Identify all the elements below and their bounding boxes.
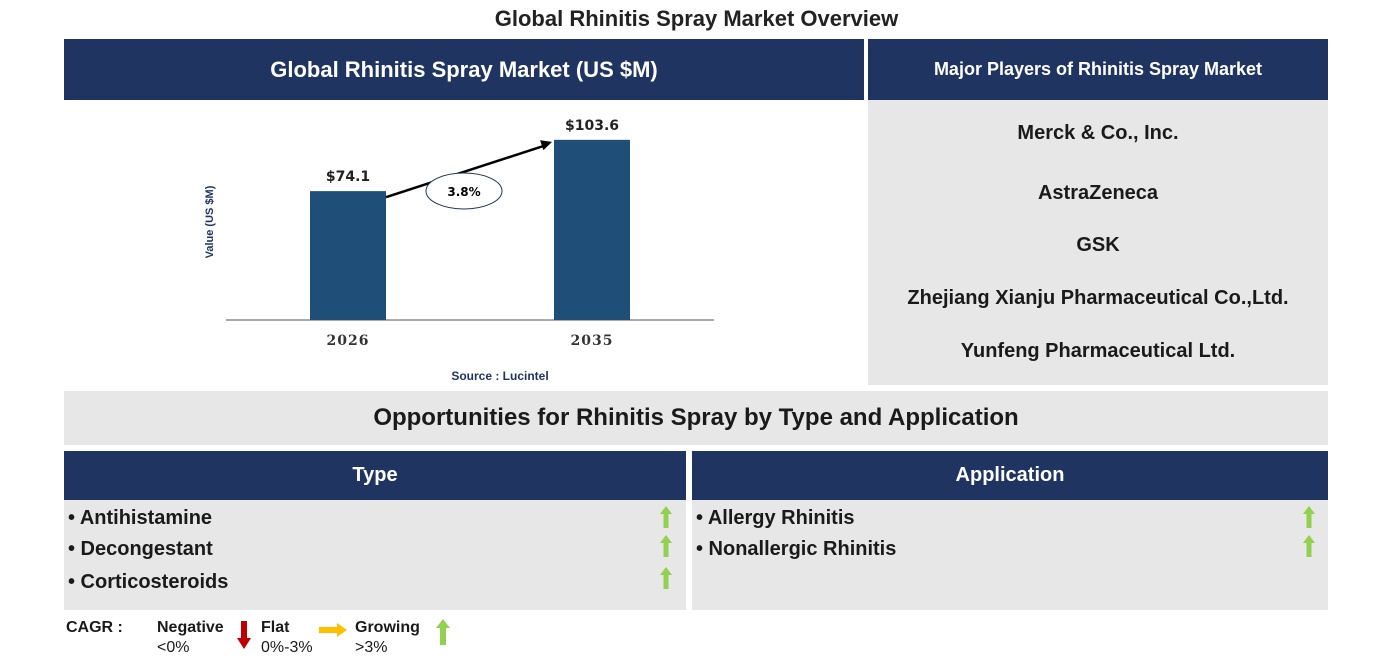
negative-arrow-icon xyxy=(237,621,251,649)
chart-svg: Value (US $M) $74.1 2026 $103.6 2035 3.8% xyxy=(204,118,714,349)
list-item: • Corticosteroids xyxy=(68,571,229,593)
cagr-label: 3.8% xyxy=(447,185,480,199)
x-tick-label: 2026 xyxy=(327,333,370,349)
legend-cagr-label: CAGR : xyxy=(66,619,123,636)
list-item: • Nonallergic Rhinitis xyxy=(696,538,897,560)
legend-negative-label: Negative xyxy=(157,619,224,636)
flat-arrow-icon xyxy=(319,623,347,637)
application-header: Application xyxy=(692,451,1328,500)
cagr-arrow-head xyxy=(540,140,552,151)
bar xyxy=(310,191,386,320)
player-item: Yunfeng Pharmaceutical Ltd. xyxy=(960,340,1236,362)
legend-growing-range: >3% xyxy=(355,639,388,656)
players-panel: Merck & Co., Inc. AstraZeneca GSK Zhejia… xyxy=(868,100,1328,385)
growing-arrow-icon xyxy=(660,506,672,528)
bar xyxy=(554,139,630,320)
player-item: Merck & Co., Inc. xyxy=(1017,122,1179,144)
legend-flat-label: Flat xyxy=(261,619,290,636)
growing-arrow-icon xyxy=(1303,535,1315,557)
type-list: • Antihistamine • Decongestant • Cortico… xyxy=(64,500,686,610)
player-item: AstraZeneca xyxy=(1037,182,1159,204)
legend-negative-range: <0% xyxy=(157,639,190,656)
opportunities-title: Opportunities for Rhinitis Spray by Type… xyxy=(64,391,1328,445)
players-header: Major Players of Rhinitis Spray Market xyxy=(868,39,1328,100)
growing-arrow-icon xyxy=(660,567,672,589)
data-label: $74.1 xyxy=(326,169,370,185)
legend-flat-range: 0%-3% xyxy=(261,639,313,656)
chart-source: Source : Lucintel xyxy=(451,369,549,383)
page-title: Global Rhinitis Spray Market Overview xyxy=(494,6,899,31)
legend-growing: Growing >3% xyxy=(355,618,420,658)
application-list: • Allergy Rhinitis • Nonallergic Rhiniti… xyxy=(692,500,1328,610)
player-item: GSK xyxy=(1076,234,1120,256)
legend-negative: Negative <0% xyxy=(157,618,224,658)
data-label: $103.6 xyxy=(565,118,619,134)
type-header: Type xyxy=(64,451,686,500)
market-bar-chart: Value (US $M) $74.1 2026 $103.6 2035 3.8% xyxy=(64,100,864,390)
list-item: • Allergy Rhinitis xyxy=(696,507,855,529)
player-item: Zhejiang Xianju Pharmaceutical Co.,Ltd. xyxy=(907,287,1289,309)
growing-arrow-icon xyxy=(1303,506,1315,528)
x-tick-label: 2035 xyxy=(571,333,614,349)
legend-growing-label: Growing xyxy=(355,619,420,636)
cagr-ellipse xyxy=(425,172,503,210)
market-chart-header: Global Rhinitis Spray Market (US $M) xyxy=(64,39,864,100)
cagr-arrow-line xyxy=(385,144,545,199)
legend-flat: Flat 0%-3% xyxy=(261,618,313,658)
list-item: • Decongestant xyxy=(68,538,213,560)
y-axis-label: Value (US $M) xyxy=(204,185,216,258)
growing-arrow-icon xyxy=(436,619,450,645)
list-item: • Antihistamine xyxy=(68,507,213,529)
growing-arrow-icon xyxy=(660,535,672,557)
